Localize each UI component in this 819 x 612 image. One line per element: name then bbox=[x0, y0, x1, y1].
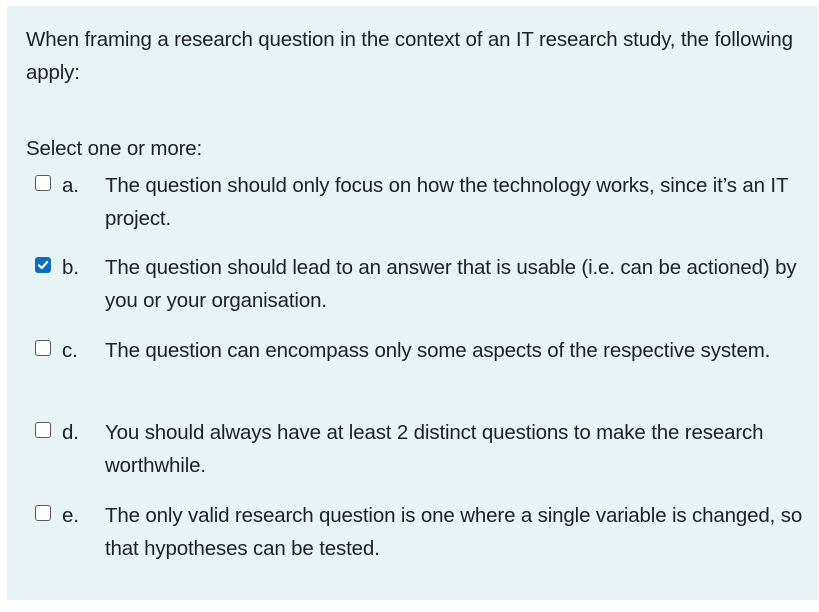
checkbox-d[interactable] bbox=[35, 422, 51, 438]
option-letter-b: b. bbox=[62, 256, 79, 279]
option-letter-e: e. bbox=[62, 504, 79, 527]
option-letter-a: a. bbox=[62, 174, 79, 197]
option-text-a[interactable]: The question should only focus on how th… bbox=[105, 174, 788, 230]
option-c[interactable]: c. The question can encompass only some … bbox=[7, 334, 818, 404]
question-panel: When framing a research question in the … bbox=[7, 6, 818, 600]
option-letter-d: d. bbox=[62, 421, 79, 444]
option-b[interactable]: b. The question should lead to an answer… bbox=[7, 251, 818, 321]
checkbox-b[interactable] bbox=[35, 257, 51, 273]
option-d[interactable]: d. You should always have at least 2 dis… bbox=[7, 416, 818, 486]
answer-prompt: Select one or more: bbox=[26, 137, 203, 160]
option-text-e[interactable]: The only valid research question is one … bbox=[105, 504, 803, 560]
checkbox-c[interactable] bbox=[35, 340, 51, 356]
option-text-c[interactable]: The question can encompass only some asp… bbox=[105, 339, 771, 362]
option-e[interactable]: e. The only valid research question is o… bbox=[7, 499, 818, 569]
checkbox-e[interactable] bbox=[35, 505, 51, 521]
checkbox-a[interactable] bbox=[35, 175, 51, 191]
checkmark-icon bbox=[37, 260, 49, 270]
option-letter-c: c. bbox=[62, 339, 78, 362]
option-a[interactable]: a. The question should only focus on how… bbox=[7, 169, 818, 239]
option-text-d[interactable]: You should always have at least 2 distin… bbox=[105, 421, 764, 477]
question-text: When framing a research question in the … bbox=[26, 28, 793, 84]
option-text-b[interactable]: The question should lead to an answer th… bbox=[105, 256, 797, 312]
